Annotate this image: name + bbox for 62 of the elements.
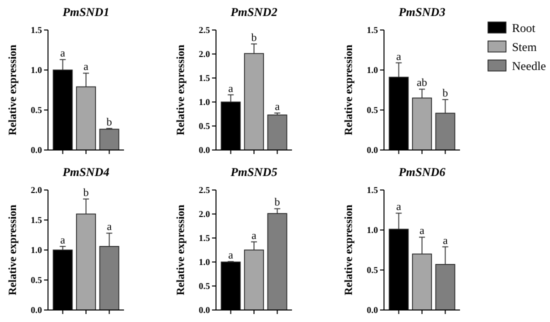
data-label: b	[442, 88, 449, 100]
y-tick-label: 1.0	[198, 257, 210, 268]
y-tick-label: 1.5	[198, 73, 210, 84]
y-axis-title: Relative expression	[175, 44, 187, 136]
y-tick-label: 2.0	[198, 209, 210, 220]
y-tick-label: 1.0	[366, 65, 378, 76]
legend-label: Needle	[512, 59, 546, 74]
data-label: b	[106, 116, 113, 128]
y-axis-title: Relative expression	[343, 44, 355, 136]
y-tick-label: 1.0	[30, 245, 42, 256]
y-axis-title: Relative expression	[7, 44, 19, 136]
y-axis-title: Relative expression	[175, 204, 187, 296]
chart-title: PmSND4	[62, 165, 110, 179]
y-tick-label: 1.0	[30, 65, 42, 76]
y-tick-label: 1.5	[366, 185, 378, 196]
chart-title: PmSND1	[62, 5, 110, 19]
y-tick-label: 2.5	[198, 185, 210, 196]
y-tick-label: 2.5	[198, 25, 210, 36]
y-tick-label: 1.0	[198, 97, 210, 108]
y-tick-label: 1.5	[30, 25, 42, 36]
y-tick-label: 1.5	[30, 215, 42, 226]
y-axis-title: Relative expression	[343, 204, 355, 296]
y-tick-label: 0.5	[198, 121, 210, 132]
data-label: b	[251, 32, 258, 44]
y-tick-label: 0.0	[30, 145, 42, 156]
data-label: a	[84, 61, 89, 74]
data-label: ab	[416, 77, 428, 90]
data-label: a	[106, 221, 112, 234]
y-axis-title: Relative expression	[7, 204, 19, 296]
data-label: a	[228, 82, 234, 95]
data-label: a	[60, 48, 66, 60]
y-tick-label: 0.5	[30, 105, 42, 116]
y-tick-label: 2.0	[198, 49, 210, 60]
y-tick-label: 0.0	[366, 145, 378, 156]
data-label: a	[252, 230, 257, 242]
y-tick-label: 1.5	[366, 25, 378, 36]
y-tick-label: 0.5	[366, 265, 378, 276]
data-label: b	[274, 196, 281, 209]
chart-title: PmSND5	[230, 165, 278, 179]
y-tick-label: 0.0	[198, 305, 210, 316]
y-tick-label: 0.5	[30, 275, 42, 286]
data-label: a	[420, 225, 425, 238]
y-tick-label: 0.0	[198, 145, 210, 156]
data-label: a	[442, 234, 448, 247]
y-tick-label: 0.5	[198, 281, 210, 292]
chart-title: PmSND3	[398, 5, 446, 19]
data-label: b	[83, 187, 90, 199]
y-tick-label: 2.0	[30, 185, 42, 196]
chart-title: PmSND6	[398, 165, 446, 179]
y-tick-label: 1.5	[198, 233, 210, 244]
legend-label: Stem	[512, 40, 538, 54]
y-tick-label: 1.0	[366, 225, 378, 236]
legend-label: Root	[512, 21, 536, 36]
data-label: a	[396, 201, 402, 214]
y-tick-label: 0.0	[30, 305, 42, 316]
data-label: a	[228, 250, 234, 262]
data-label: a	[60, 234, 66, 246]
data-label: a	[274, 101, 280, 114]
y-tick-label: 0.0	[366, 305, 378, 316]
y-tick-label: 0.5	[366, 105, 378, 116]
data-label: a	[396, 50, 402, 63]
chart-title: PmSND2	[230, 5, 278, 19]
